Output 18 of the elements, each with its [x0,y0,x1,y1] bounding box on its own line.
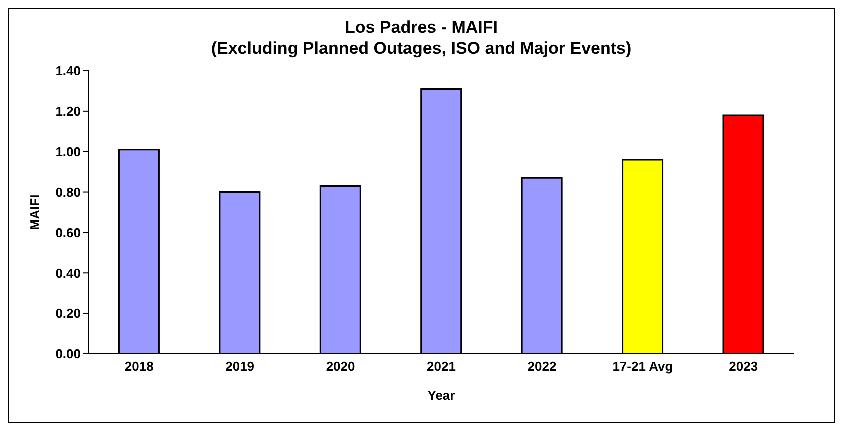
x-tick-label: 2021 [427,359,456,374]
y-tick-label: 0.40 [56,266,81,281]
x-tick-label: 2018 [124,359,154,374]
chart-title: Los Padres - MAIFI (Excluding Planned Outages, ISO and Major Events) [210,17,633,59]
y-tick-label: 0.20 [56,306,81,322]
y-tick-label: 1.00 [56,144,81,160]
x-axis-title: Year [428,388,456,403]
y-tick-label: 0.80 [56,184,81,200]
y-tick-label: 0.00 [56,346,81,362]
x-tick-label: 17-21 Avg [612,359,674,374]
x-tick-label: 2020 [326,359,356,374]
y-tick-label: 1.40 [56,64,81,79]
x-tick-label: 2023 [729,359,758,374]
x-tick-label: 2022 [528,359,557,374]
y-tick-label: 0.60 [56,225,81,240]
x-tick-label: 2019 [226,359,255,374]
y-axis-title: MAIFI [28,194,43,230]
y-tick-label: 1.20 [56,104,81,120]
